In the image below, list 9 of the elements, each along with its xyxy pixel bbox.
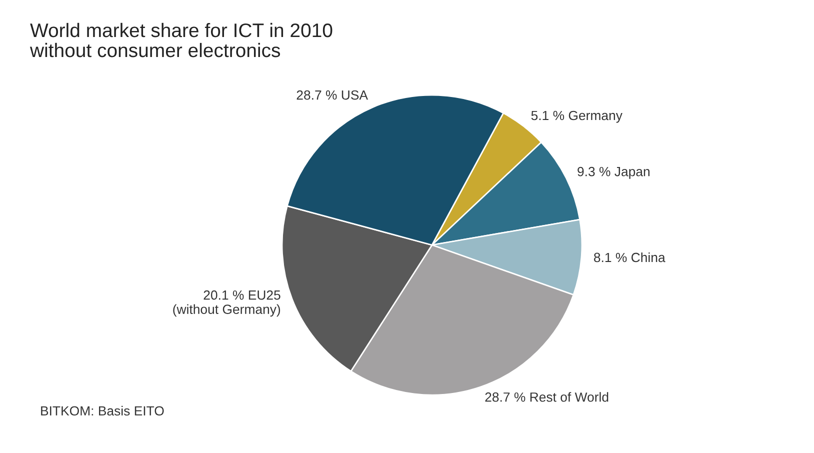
slice-label: 28.7 % USA xyxy=(296,90,368,100)
chart-title: World market share for ICT in 2010 xyxy=(30,22,332,38)
slice-label: 20.1 % EU25 (without Germany) xyxy=(173,290,280,317)
slice-label: 8.1 % China xyxy=(594,252,666,262)
slice-label: 5.1 % Germany xyxy=(531,110,622,123)
text: BITKOM: Basis EITO xyxy=(41,406,164,416)
slice-label: 28.7 % Rest of World xyxy=(485,392,608,402)
chart-subtitle: without consumer electronics xyxy=(30,42,280,58)
slice-label: 9.3 % Japan xyxy=(578,166,650,179)
